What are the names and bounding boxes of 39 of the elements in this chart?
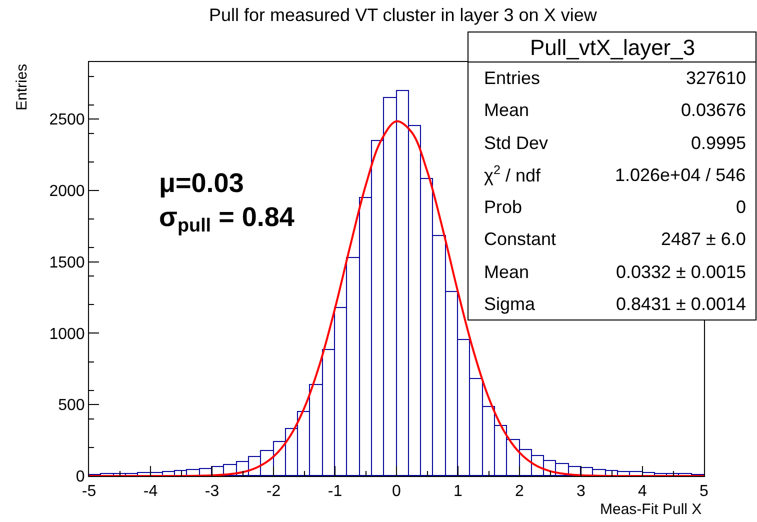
- annotation: Mean: [484, 100, 530, 120]
- annotation: 2487 ± 6.0: [661, 229, 746, 249]
- x-tick-label: 2: [515, 483, 524, 500]
- x-tick-label: -1: [328, 483, 342, 500]
- text: Pull_vtX_layer_3: [530, 35, 696, 60]
- x-axis-title: Meas-Fit Pull X: [600, 501, 702, 518]
- y-axis-title: Entries: [14, 64, 30, 110]
- annotation: 327610: [686, 68, 746, 88]
- x-tick-label: 5: [700, 483, 709, 500]
- y-tick-label: 2000: [49, 183, 85, 200]
- chart-title: Pull for measured VT cluster in layer 3 on X view: [209, 5, 598, 25]
- x-tick-label: 0: [392, 483, 402, 500]
- x-tick-label: -4: [143, 483, 158, 500]
- annotation: μ=0.03: [159, 168, 244, 198]
- annotation: 0.9995: [691, 133, 746, 153]
- x-tick-label: 3: [576, 483, 586, 500]
- annotation: χ$^{2}$ / ndf: [484, 163, 542, 186]
- annotation: 0.8431 ± 0.0014: [616, 294, 746, 314]
- x-tick-label: 4: [638, 483, 648, 500]
- x-tick-label: -2: [266, 483, 281, 500]
- y-tick-label: 500: [58, 397, 85, 414]
- y-tick-label: 2500: [49, 112, 85, 129]
- annotation: σ$_{pull}$ = 0.84: [159, 202, 294, 237]
- y-tick-label: 1500: [49, 254, 85, 272]
- annotation: Entries: [484, 68, 540, 88]
- y-tick-label: 0: [76, 468, 85, 486]
- annotation: 0.03676: [681, 100, 746, 120]
- annotation: Sigma: [484, 294, 536, 314]
- x-tick-label: 1: [454, 483, 463, 500]
- annotation: Prob: [484, 197, 522, 217]
- x-tick-label: -3: [204, 483, 220, 500]
- annotation: Constant: [484, 229, 556, 249]
- y-tick-label: 1000: [49, 326, 85, 343]
- annotation: Std Dev: [484, 133, 548, 153]
- annotation: Mean: [484, 262, 530, 282]
- x-tick-label: -5: [82, 483, 96, 500]
- annotation: 0.0332 ± 0.0015: [616, 262, 746, 282]
- annotation: 1.026e+04 / 546: [615, 165, 746, 185]
- text: 0: [736, 197, 746, 217]
